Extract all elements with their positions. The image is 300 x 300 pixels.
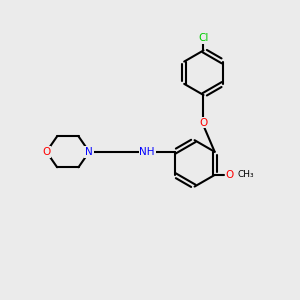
Text: O: O [200, 118, 208, 128]
Text: N: N [85, 147, 93, 157]
Text: Cl: Cl [198, 33, 209, 43]
Text: O: O [226, 170, 234, 180]
Text: O: O [42, 147, 50, 157]
Text: N: N [85, 147, 93, 157]
Text: NH: NH [140, 147, 155, 157]
Text: CH₃: CH₃ [238, 170, 254, 179]
